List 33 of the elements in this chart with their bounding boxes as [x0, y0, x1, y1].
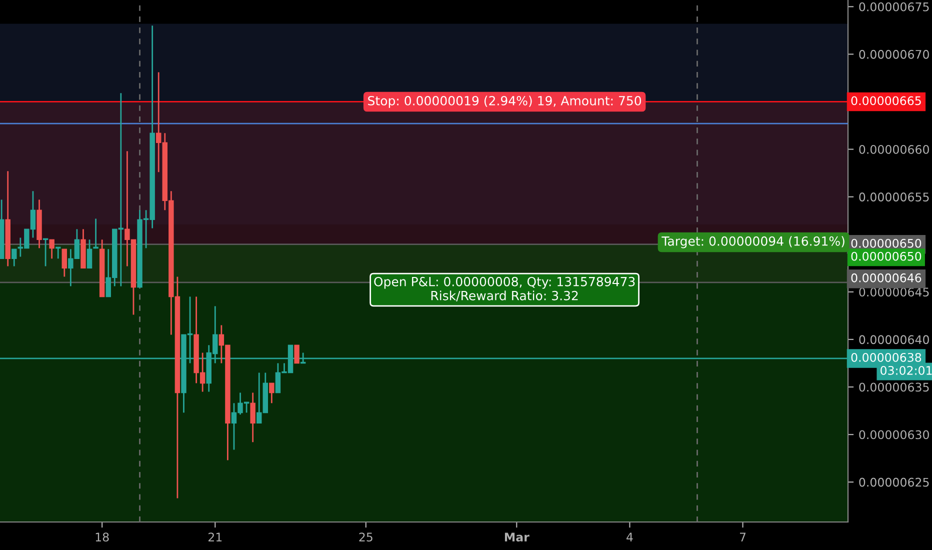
- text: 0.00000650: [851, 252, 922, 261]
- x-tick-label: 4: [626, 532, 633, 542]
- y-tick-label: 0.00000640: [859, 335, 929, 344]
- candlestick: [12, 248, 17, 267]
- y-tick-label: 0.00000660: [859, 145, 929, 154]
- annotation: Open P&L: 0.00000008, Qty: 1315789473 Risk/Reward Ratio: 3.32: [374, 276, 635, 302]
- x-tick-label: 18: [96, 532, 109, 542]
- ref-line-label: 0.00000646: [851, 273, 922, 282]
- ref-line-label: 0.00000650: [851, 238, 922, 248]
- annotation: Target: 0.00000094 (16.91%): [662, 236, 844, 248]
- candlestick: [86, 238, 92, 269]
- y-tick-label: 0.00000645: [859, 288, 929, 297]
- y-tick-label: 0.00000675: [859, 2, 929, 12]
- candlestick: [269, 382, 274, 404]
- ref-line-label: 0.00000665: [851, 96, 921, 106]
- x-tick-label: 21: [208, 532, 222, 542]
- y-tick-label: 0.00000625: [859, 478, 929, 487]
- candlestick: [93, 218, 98, 249]
- candlestick: [294, 344, 300, 364]
- y-tick-label: 0.00000630: [859, 430, 929, 440]
- x-tick-label: Mar: [504, 532, 530, 542]
- y-tick-label: 0.00000670: [859, 50, 929, 59]
- ref-line-label: 0.00000638: [851, 352, 922, 362]
- candlestick: [62, 248, 68, 278]
- annotation: Stop: 0.00000019 (2.94%) 19, Amount: 750: [368, 96, 642, 108]
- y-tick-label: 0.00000635: [859, 382, 929, 392]
- text: 03:02:01: [880, 366, 932, 375]
- candlestick: [42, 238, 48, 267]
- x-tick-label: 7: [740, 532, 746, 542]
- x-tick-label: 25: [359, 532, 372, 542]
- candlestick: [250, 392, 256, 443]
- y-tick-label: 0.00000655: [859, 192, 929, 202]
- candlestick: [49, 238, 54, 260]
